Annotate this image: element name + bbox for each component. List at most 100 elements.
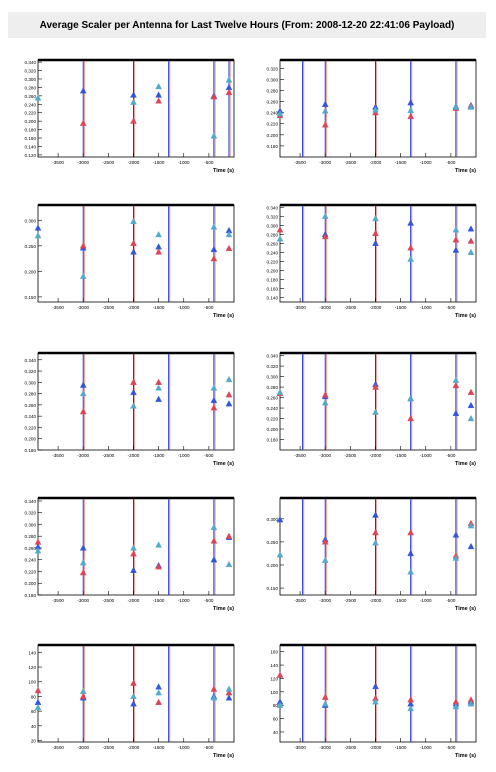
x-tick-label: -1000 [420,598,432,603]
data-point-red [79,119,87,126]
y-tick-label: 0.250 [267,540,279,545]
x-tick-label: -3000 [319,598,331,603]
x-tick-label: -2000 [128,453,140,458]
x-tick-label: -500 [204,745,214,750]
y-tick-label: 0.240 [25,102,37,107]
x-tick-label: -500 [204,453,214,458]
y-tick-label: 0.220 [267,259,279,264]
data-point-teal [155,82,162,90]
x-tick-label: -1000 [420,453,432,458]
y-tick-label: 0.180 [25,128,37,133]
data-point-teal [452,702,460,710]
data-point-teal [276,551,284,558]
x-tick-label: -2500 [344,453,356,458]
y-tick-label: 0.220 [25,111,37,116]
x-tick-label: -2500 [344,745,356,750]
y-tick-label: 0.140 [267,295,279,300]
y-tick-label: 0.340 [267,354,279,359]
x-tick-label: -2000 [370,745,382,750]
y-tick-label: 0.150 [25,295,37,300]
x-tick-label: -2500 [344,598,356,603]
x-tick-label: -3500 [294,598,306,603]
x-tick-label: -2000 [370,453,382,458]
data-point-teal [321,700,329,707]
x-tick-label: -3000 [319,160,331,165]
data-point-teal [155,541,162,548]
x-tick-label: -2500 [102,598,114,603]
data-point-red [276,226,284,233]
data-point-blue [467,225,475,232]
data-point-blue [225,400,233,407]
y-tick-label: 0.200 [25,119,37,124]
data-point-blue [155,395,162,402]
data-point-teal [155,230,162,238]
y-tick-label: 0.240 [25,414,37,419]
data-point-teal [372,698,379,705]
x-tick-label: -3500 [294,745,306,750]
data-point-teal [34,94,42,101]
x-tick-label: -1500 [153,598,165,603]
data-point-blue [210,396,218,403]
data-point-red [79,242,87,249]
x-tick-label: -3000 [319,453,331,458]
data-point-teal [467,414,475,422]
x-tick-label: -500 [204,160,214,165]
x-tick-label: -1000 [178,305,190,310]
chart-title-bar: Average Scaler per Antenna for Last Twel… [8,12,486,38]
x-axis-label: Time (s) [455,606,476,612]
x-tick-label: -3500 [52,305,64,310]
x-tick-label: -3500 [294,453,306,458]
x-tick-label: -3500 [52,453,64,458]
x-tick-label: -2000 [128,745,140,750]
data-point-red [130,239,137,246]
x-tick-label: -1000 [178,598,190,603]
x-tick-label: -3000 [77,305,89,310]
data-point-red [210,537,218,544]
x-tick-label: -1500 [153,160,165,165]
y-tick-label: 0.200 [267,563,279,568]
x-tick-label: -1500 [395,160,407,165]
y-tick-label: 0.180 [25,448,37,453]
x-tick-label: -500 [446,305,456,310]
x-tick-label: -2500 [102,745,114,750]
plot-frame [37,644,235,743]
x-tick-label: -1500 [395,305,407,310]
y-tick-label: 0.200 [25,269,37,274]
y-tick-label: 0.220 [25,425,37,430]
y-tick-label: 0.260 [267,100,279,105]
data-point-blue [79,544,87,551]
y-tick-label: 0.320 [25,69,37,74]
y-tick-label: 0.200 [267,133,279,138]
x-tick-label: -1500 [395,745,407,750]
x-axis-label: Time (s) [455,461,476,467]
data-point-teal [130,544,137,551]
y-tick-label: 0.180 [25,593,37,598]
data-point-blue [130,700,137,707]
x-tick-label: -2000 [370,160,382,165]
data-point-teal [155,689,162,696]
data-point-teal [79,272,87,280]
data-point-teal [79,389,87,397]
y-tick-label: 40 [273,730,279,735]
data-point-teal [210,523,218,530]
x-tick-label: -2500 [102,453,114,458]
y-tick-label: 140 [270,663,278,668]
data-point-teal [467,248,475,255]
y-tick-label: 0.240 [25,558,37,563]
data-point-blue [452,409,460,416]
data-point-red [407,529,415,536]
y-tick-label: 0.200 [25,581,37,586]
y-tick-label: 0.140 [25,144,37,149]
x-tick-label: -3500 [52,598,64,603]
x-tick-label: -2500 [102,305,114,310]
x-tick-label: -500 [204,598,214,603]
data-point-red [372,229,379,237]
y-tick-label: 0.200 [267,427,279,432]
data-point-teal [79,559,87,566]
x-tick-label: -2000 [128,598,140,603]
y-tick-label: 0.340 [25,358,37,363]
x-axis-label: Time (s) [213,461,234,467]
y-tick-label: 0.340 [267,205,279,210]
data-point-teal [210,132,218,139]
